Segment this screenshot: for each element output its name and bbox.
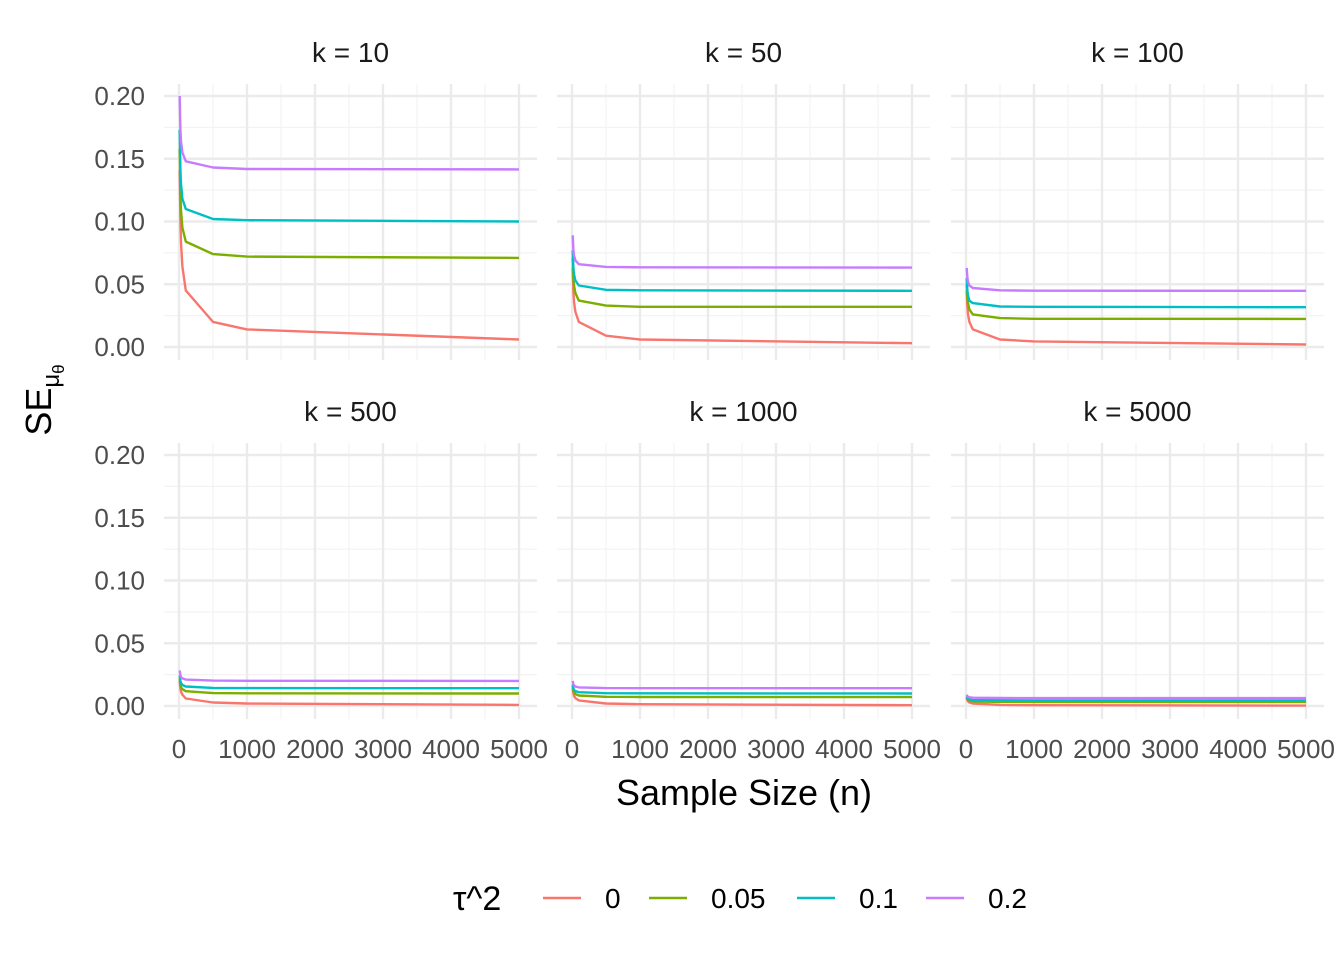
series-line-tau2-0.05: [571, 257, 912, 308]
series-line-tau2-0: [965, 290, 1307, 346]
y-tick-label: 0.10: [94, 207, 145, 237]
y-axis-title: SEμθ: [18, 364, 68, 435]
legend-label: 0: [605, 883, 621, 914]
series-line-tau2-0.1: [178, 129, 520, 223]
y-tick-label: 0.05: [94, 269, 145, 299]
facet-label: k = 1000: [689, 396, 797, 427]
x-tick-label: 3000: [354, 734, 412, 764]
panel-k-10: k = 10: [164, 37, 537, 360]
series-line-tau2-0.2: [571, 235, 913, 269]
series-line-tau2-0.2: [965, 694, 1306, 700]
x-tick-label: 2000: [679, 734, 737, 764]
series-line-tau2-0.2: [178, 95, 520, 171]
legend-item-0.1: 0.1: [797, 883, 898, 914]
x-tick-label: 0: [172, 734, 186, 764]
series-line-tau2-0.05: [178, 148, 520, 260]
series-line-tau2-0: [178, 680, 520, 707]
legend-item-0.2: 0.2: [926, 883, 1027, 914]
series-line-tau2-0.2: [571, 680, 912, 690]
series-line-tau2-0: [178, 169, 520, 341]
facet-label: k = 50: [705, 37, 782, 68]
legend-item-0.05: 0.05: [649, 883, 766, 914]
x-tick-label: 1000: [1005, 734, 1063, 764]
panel-k-500: k = 500: [164, 396, 537, 719]
panels-layer: k = 10 k = 50 k = 100 k = 500 k = 1000 k = 50…: [164, 37, 1324, 719]
x-tick-label: 5000: [883, 734, 941, 764]
x-tick-label: 0: [959, 734, 973, 764]
y-tick-label: 0.15: [94, 503, 145, 533]
series-line-tau2-0.1: [965, 277, 1307, 309]
facet-label: k = 500: [304, 396, 397, 427]
legend: τ^2 0 0.05 0.1 0.2: [453, 880, 1027, 918]
x-tick-label: 2000: [1073, 734, 1131, 764]
series-line-tau2-0.1: [965, 695, 1306, 702]
y-tick-label: 0.00: [94, 332, 145, 362]
series-line-tau2-0.2: [178, 670, 520, 683]
facet-label: k = 10: [312, 37, 389, 68]
y-tick-label: 0.05: [94, 628, 145, 658]
axes-layer: 0.00 0.05 0.10 0.15 0.20 0.00 0.05 0.10 0.15 0.20…: [94, 81, 1335, 764]
series-line-tau2-0: [571, 267, 913, 345]
y-tick-label: 0.20: [94, 81, 145, 111]
panel-k-1000: k = 1000: [557, 396, 930, 719]
y-tick-label: 0.15: [94, 144, 145, 174]
x-tick-label: 0: [565, 734, 579, 764]
y-tick-label: 0.10: [94, 566, 145, 596]
x-tick-label: 2000: [286, 734, 344, 764]
series-line-tau2-0.1: [178, 675, 520, 690]
facet-label: k = 5000: [1083, 396, 1191, 427]
y-tick-label: 0.00: [94, 691, 145, 721]
x-tick-label: 4000: [1209, 734, 1267, 764]
y-axis-title-main: SE: [18, 388, 59, 436]
series-line-tau2-0.05: [965, 284, 1307, 321]
panel-k-100: k = 100: [951, 37, 1324, 360]
x-tick-label: 4000: [422, 734, 480, 764]
legend-label: 0.05: [711, 883, 766, 914]
legend-label: 0.2: [988, 883, 1027, 914]
x-tick-label: 1000: [611, 734, 669, 764]
x-axis-title: Sample Size (n): [616, 772, 872, 813]
y-tick-label: 0.20: [94, 440, 145, 470]
series-line-tau2-0.05: [178, 678, 520, 695]
series-line-tau2-0: [571, 688, 913, 707]
legend-item-0: 0: [543, 883, 621, 914]
facet-label: k = 100: [1091, 37, 1184, 68]
y-axis-title-subsubscript: θ: [49, 364, 68, 373]
x-tick-label: 3000: [747, 734, 805, 764]
panel-k-5000: k = 5000: [951, 396, 1324, 719]
x-tick-label: 3000: [1141, 734, 1199, 764]
legend-label: 0.1: [859, 883, 898, 914]
x-tick-label: 5000: [1277, 734, 1335, 764]
x-tick-label: 1000: [218, 734, 276, 764]
series-line-tau2-0.1: [571, 684, 913, 695]
series-line-tau2-0.2: [965, 267, 1307, 292]
x-tick-label: 4000: [815, 734, 873, 764]
x-tick-label: 5000: [490, 734, 548, 764]
legend-title: τ^2: [453, 880, 501, 918]
panel-k-50: k = 50: [557, 37, 930, 360]
series-line-tau2-0.1: [571, 250, 913, 292]
y-axis-title-subscript: μ: [38, 374, 65, 388]
